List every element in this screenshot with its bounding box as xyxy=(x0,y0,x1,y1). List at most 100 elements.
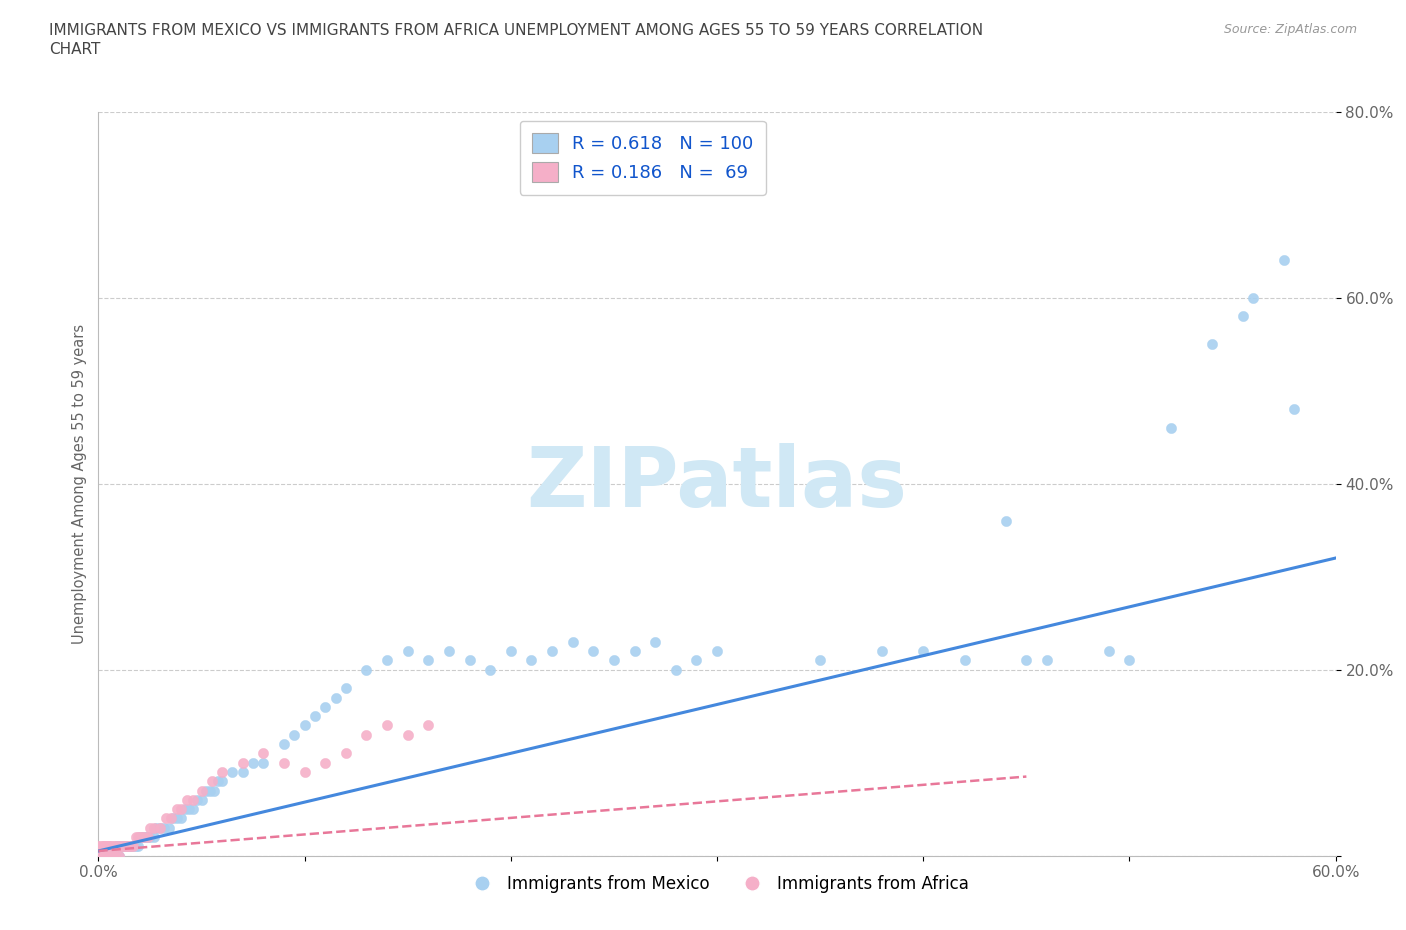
Point xyxy=(100,839,122,854)
Point xyxy=(145,820,167,835)
Point xyxy=(232,755,254,770)
Point xyxy=(418,653,440,668)
Point xyxy=(870,644,893,658)
Point xyxy=(132,830,155,844)
Point xyxy=(114,839,136,854)
Point xyxy=(294,764,316,779)
Point xyxy=(97,848,120,863)
Point xyxy=(273,755,295,770)
Point xyxy=(128,830,150,844)
Point xyxy=(87,848,110,863)
Text: IMMIGRANTS FROM MEXICO VS IMMIGRANTS FROM AFRICA UNEMPLOYMENT AMONG AGES 55 TO 5: IMMIGRANTS FROM MEXICO VS IMMIGRANTS FRO… xyxy=(49,23,983,38)
Point xyxy=(89,848,111,863)
Point xyxy=(166,811,188,826)
Point xyxy=(198,783,221,798)
Point xyxy=(170,802,193,817)
Text: ZIPatlas: ZIPatlas xyxy=(527,443,907,525)
Point xyxy=(252,755,274,770)
Point xyxy=(108,848,131,863)
Point xyxy=(149,820,172,835)
Point xyxy=(104,839,127,854)
Point xyxy=(96,839,118,854)
Point xyxy=(283,727,305,742)
Point xyxy=(110,839,132,854)
Point xyxy=(93,839,115,854)
Point xyxy=(118,839,141,854)
Point xyxy=(128,830,150,844)
Point xyxy=(127,830,149,844)
Point xyxy=(314,755,336,770)
Point xyxy=(418,718,440,733)
Point xyxy=(110,839,132,854)
Point xyxy=(375,718,398,733)
Point xyxy=(112,839,135,854)
Point xyxy=(1201,337,1223,352)
Point xyxy=(157,820,180,835)
Point xyxy=(117,839,139,854)
Point xyxy=(101,839,124,854)
Point xyxy=(127,839,149,854)
Point xyxy=(87,848,110,863)
Point xyxy=(96,839,118,854)
Point xyxy=(912,644,935,658)
Point xyxy=(1160,420,1182,435)
Point xyxy=(91,848,114,863)
Point xyxy=(211,774,233,789)
Point xyxy=(112,839,135,854)
Legend: Immigrants from Mexico, Immigrants from Africa: Immigrants from Mexico, Immigrants from … xyxy=(458,868,976,899)
Point xyxy=(89,848,111,863)
Point xyxy=(131,830,153,844)
Point xyxy=(159,811,181,826)
Point xyxy=(541,644,564,658)
Point xyxy=(100,848,122,863)
Point xyxy=(304,709,326,724)
Point xyxy=(252,746,274,761)
Point xyxy=(153,820,176,835)
Point xyxy=(1272,253,1295,268)
Point xyxy=(87,848,110,863)
Point xyxy=(437,644,460,658)
Point xyxy=(685,653,707,668)
Point xyxy=(96,848,118,863)
Point xyxy=(93,848,115,863)
Point xyxy=(114,839,136,854)
Point xyxy=(181,792,204,807)
Point xyxy=(91,848,114,863)
Point xyxy=(499,644,522,658)
Point xyxy=(124,839,146,854)
Point xyxy=(375,653,398,668)
Point xyxy=(139,830,162,844)
Point xyxy=(335,681,357,696)
Point xyxy=(87,848,110,863)
Point xyxy=(953,653,976,668)
Point xyxy=(97,839,120,854)
Point xyxy=(335,746,357,761)
Point xyxy=(665,662,688,677)
Point xyxy=(1015,653,1038,668)
Point xyxy=(101,848,124,863)
Point xyxy=(89,848,111,863)
Point xyxy=(314,699,336,714)
Point xyxy=(136,830,159,844)
Point xyxy=(120,839,142,854)
Point xyxy=(105,839,128,854)
Point xyxy=(520,653,543,668)
Point xyxy=(479,662,502,677)
Point xyxy=(1232,309,1254,324)
Point xyxy=(190,783,212,798)
Point xyxy=(179,802,201,817)
Point xyxy=(93,839,115,854)
Point xyxy=(582,644,605,658)
Point xyxy=(101,848,124,863)
Point xyxy=(104,848,127,863)
Point xyxy=(706,644,728,658)
Point xyxy=(139,820,162,835)
Point xyxy=(114,839,136,854)
Point xyxy=(91,839,114,854)
Point xyxy=(135,830,157,844)
Point xyxy=(176,792,198,807)
Point xyxy=(87,848,110,863)
Point xyxy=(87,839,110,854)
Point xyxy=(143,830,166,844)
Point xyxy=(174,802,197,817)
